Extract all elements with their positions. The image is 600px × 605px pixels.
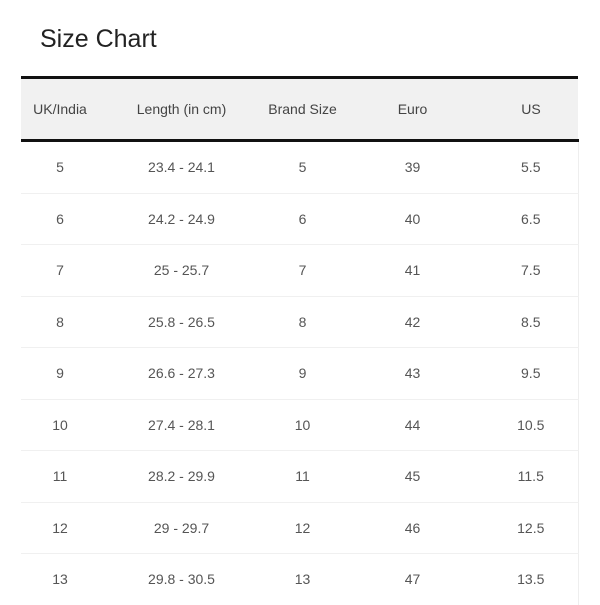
table-cell: 10 [264,399,341,451]
table-row: 11 28.2 - 29.9 11 45 11.5 [21,450,578,503]
table-cell: 12.5 [484,502,578,554]
table-cell: 29.8 - 30.5 [148,571,215,588]
table-row: 9 26.6 - 27.3 9 43 9.5 [21,347,578,400]
table-cell: 42 [341,296,484,348]
table-cell: 8.5 [484,296,578,348]
table-cell: 26.6 - 27.3 [99,347,264,400]
table-cell: 5 [264,140,341,194]
table-cell: 9 [21,347,99,400]
table-cell: 27.4 - 28.1 [99,399,264,451]
table-cell: 6 [21,193,99,245]
column-header: US [521,101,541,117]
table-row: 13 29.8 - 30.5 13 47 13.5 [21,554,578,605]
table-cell: 9.5 [484,347,578,400]
column-header: Length (in cm) [136,101,227,117]
table-cell: 7 [21,244,99,297]
table-cell: 7 [264,244,341,297]
table-row: 6 24.2 - 24.9 6 40 6.5 [21,193,578,245]
table-cell: 13 [294,571,311,588]
table-header-row: UK/India Length (in cm) Brand Size Euro US [21,77,578,141]
table-cell: 12 [21,502,99,554]
column-header: UK/India [33,101,87,117]
column-header: Brand Size [268,101,337,117]
table-row: 12 29 - 29.7 12 46 12.5 [21,502,578,554]
table-cell: 40 [341,193,484,245]
table-cell: 11 [21,450,99,503]
size-chart-table: UK/India Length (in cm) Brand Size Euro US 5… [21,76,579,605]
table-cell: 25 - 25.7 [99,244,264,297]
table-cell: 13 [52,571,68,588]
table-cell: 7.5 [484,244,578,297]
table-cell: 23.4 - 24.1 [99,140,264,194]
table-cell: 12 [264,502,341,554]
table-cell: 8 [21,296,99,348]
table-cell: 46 [341,502,484,554]
table-cell: 6 [264,193,341,245]
table-cell: 43 [341,347,484,400]
table-cell: 5 [21,140,99,194]
table-cell: 10.5 [484,399,578,451]
table-cell: 24.2 - 24.9 [99,193,264,245]
table-cell: 11 [264,450,341,503]
table-cell: 8 [264,296,341,348]
table-cell: 47 [404,571,421,588]
table-cell: 5.5 [484,140,578,194]
table-cell: 41 [341,244,484,297]
page-title: Size Chart [40,25,157,53]
table-cell: 13.5 [517,571,545,588]
table-cell: 39 [341,140,484,194]
table-cell: 10 [21,399,99,451]
table-row: 7 25 - 25.7 7 41 7.5 [21,244,578,297]
table-cell: 25.8 - 26.5 [99,296,264,348]
table-cell: 28.2 - 29.9 [99,450,264,503]
table-cell: 9 [264,347,341,400]
table-row: 8 25.8 - 26.5 8 42 8.5 [21,296,578,348]
table-cell: 11.5 [484,450,578,503]
table-cell: 29 - 29.7 [99,502,264,554]
table-cell: 44 [341,399,484,451]
table-cell: 6.5 [484,193,578,245]
table-cell: 45 [341,450,484,503]
column-header: Euro [397,101,428,117]
table-row: 5 23.4 - 24.1 5 39 5.5 [21,140,578,194]
table-row: 10 27.4 - 28.1 10 44 10.5 [21,399,578,451]
